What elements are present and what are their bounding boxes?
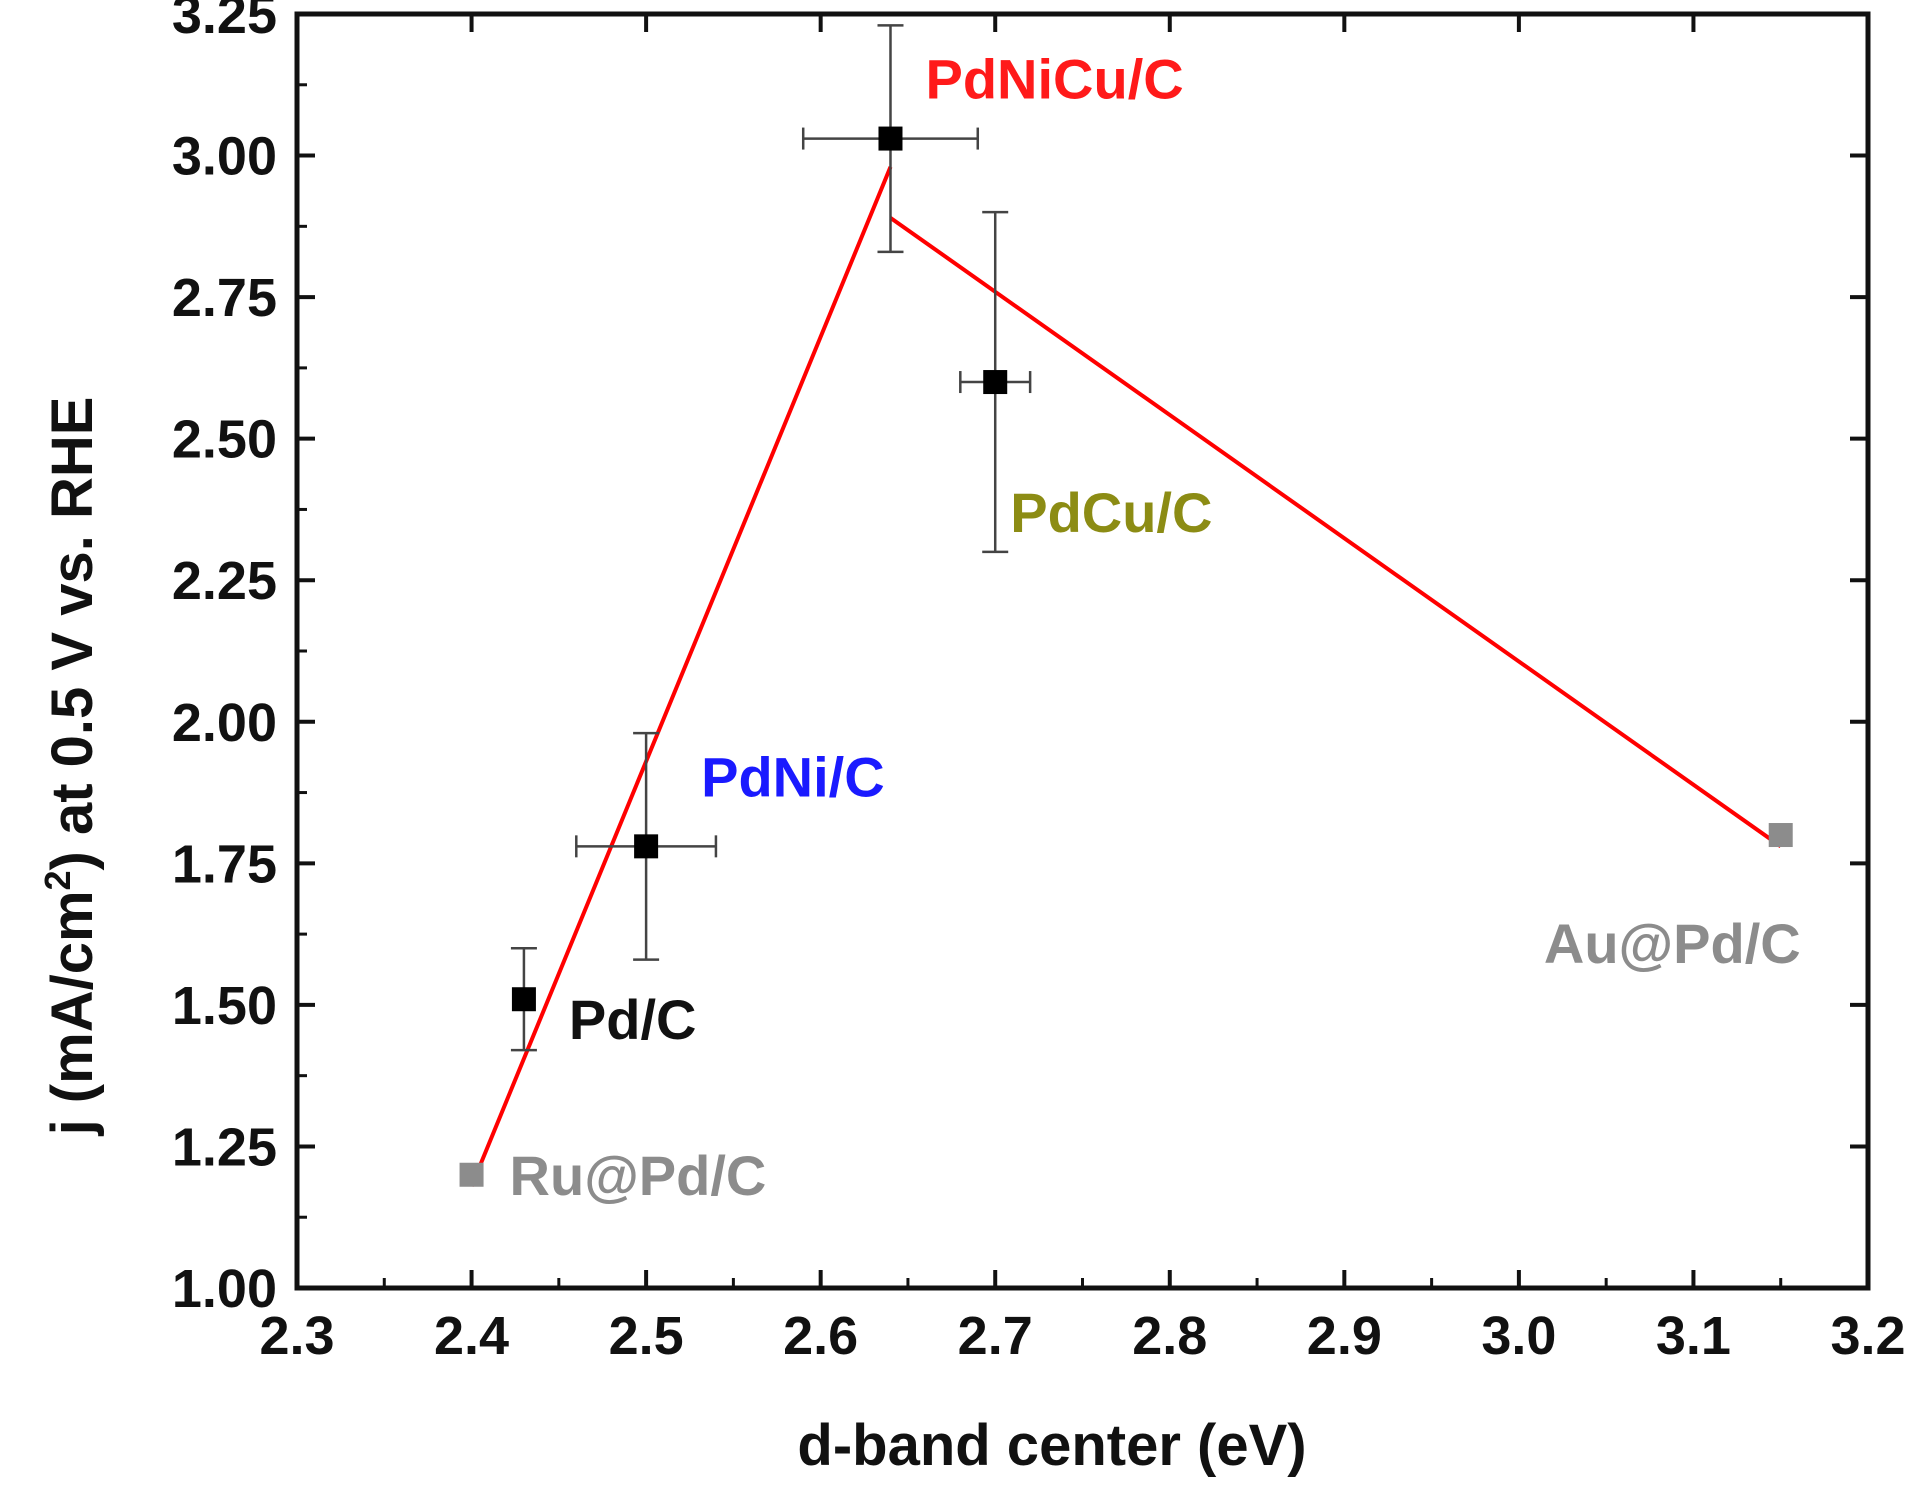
data-point [634, 834, 659, 859]
y-tick-label: 2.00 [172, 693, 277, 753]
y-axis-title-suffix: ) at 0.5 V vs. RHE [40, 397, 105, 871]
point-label: Pd/C [569, 988, 697, 1051]
x-tick-label: 3.0 [1481, 1306, 1556, 1366]
data-point [983, 370, 1008, 395]
x-tick-label: 2.4 [434, 1306, 509, 1366]
y-tick-label: 1.25 [172, 1117, 277, 1177]
data-point [1768, 823, 1793, 848]
y-tick-label: 1.00 [172, 1259, 277, 1319]
y-tick-label: 1.50 [172, 976, 277, 1036]
data-point [511, 987, 536, 1012]
x-tick-label: 3.2 [1830, 1306, 1905, 1366]
x-tick-label: 2.8 [1132, 1306, 1207, 1366]
y-tick-label: 1.75 [172, 834, 277, 894]
x-tick-label: 2.6 [783, 1306, 858, 1366]
point-label: Ru@Pd/C [510, 1144, 767, 1207]
point-label: PdNiCu/C [925, 48, 1183, 111]
y-tick-label: 2.25 [172, 551, 277, 611]
y-axis-title: j (mA/cm2) at 0.5 V vs. RHE [37, 397, 105, 1137]
x-tick-label: 2.9 [1307, 1306, 1382, 1366]
y-tick-label: 3.00 [172, 127, 277, 187]
trend-line [469, 166, 893, 1187]
y-tick-label: 2.75 [172, 268, 277, 328]
x-tick-label: 2.3 [259, 1306, 334, 1366]
point-label: PdNi/C [701, 745, 885, 808]
x-tick-label: 2.5 [609, 1306, 684, 1366]
x-tick-label: 2.7 [958, 1306, 1033, 1366]
point-label: Au@Pd/C [1544, 912, 1801, 975]
x-tick-label: 3.1 [1656, 1306, 1731, 1366]
point-label: PdCu/C [1010, 481, 1212, 544]
y-tick-label: 2.50 [172, 410, 277, 470]
y-tick-label: 3.25 [172, 0, 277, 45]
data-point [878, 126, 903, 151]
y-axis-title-prefix: j (mA/cm [40, 890, 105, 1136]
data-point [459, 1162, 484, 1187]
x-axis-title: d-band center (eV) [797, 1413, 1306, 1478]
trend-line [889, 216, 1782, 848]
y-axis-title-superscript: 2 [37, 870, 78, 890]
plot-frame [294, 11, 1871, 1291]
